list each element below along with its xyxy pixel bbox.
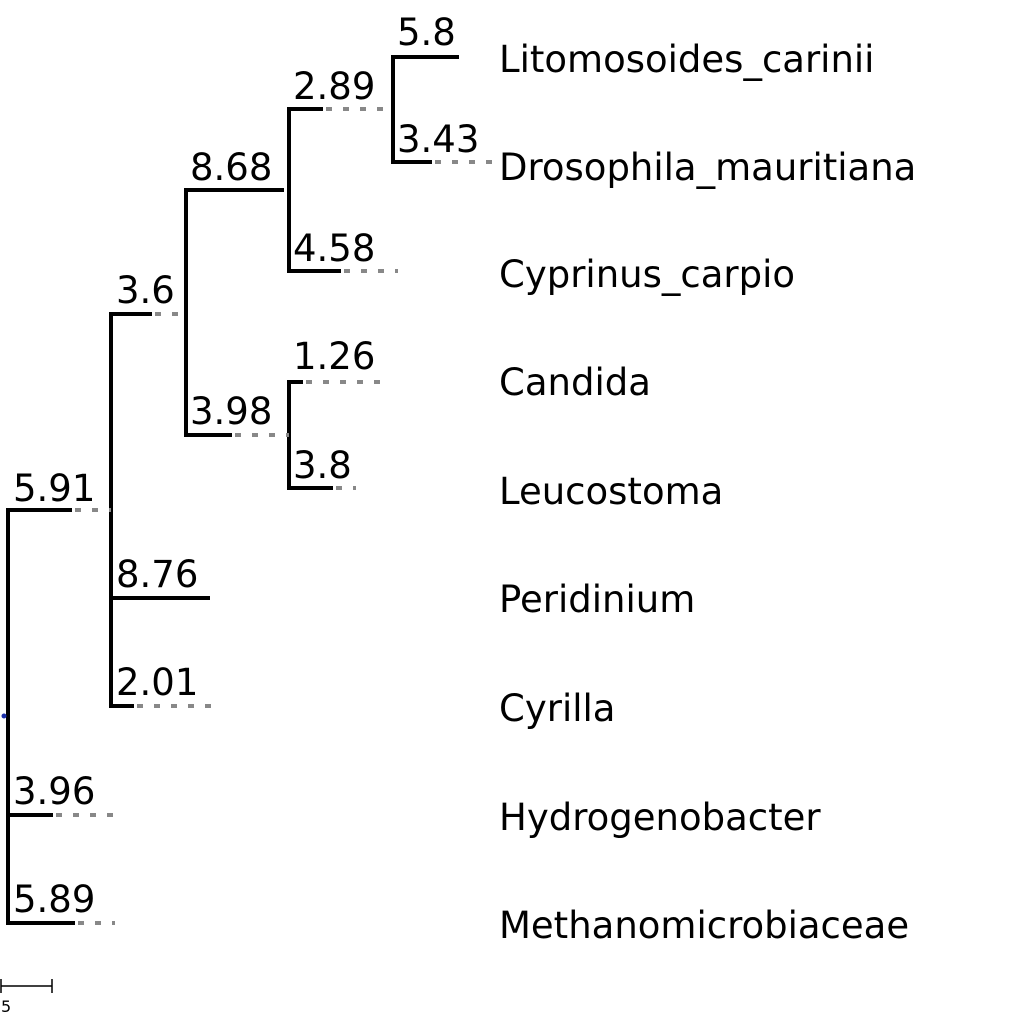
- length-label-litomosoides: 5.8: [397, 11, 456, 54]
- root-node-marker: [1, 713, 7, 719]
- length-label-hydrogenobacter: 3.96: [13, 770, 95, 813]
- leaf-label: Drosophila_mauritiana: [499, 146, 916, 189]
- length-label-clade-c: 8.68: [190, 146, 272, 189]
- length-label-leucostoma: 3.8: [293, 444, 352, 487]
- length-label-cyrilla: 2.01: [116, 661, 198, 704]
- scale-bar-label: 5: [1, 997, 11, 1016]
- leaf-label: Cyrilla: [499, 687, 615, 730]
- leaf-label: Leucostoma: [499, 470, 723, 513]
- length-label-drosophila: 3.43: [397, 118, 479, 161]
- length-label-clade-d: 2.89: [293, 65, 375, 108]
- length-label-clade-b: 3.6: [116, 269, 175, 312]
- leaf-label: Candida: [499, 361, 651, 404]
- leaf-label: Cyprinus_carpio: [499, 253, 795, 296]
- length-label-methanomicrobiaceae: 5.89: [13, 878, 95, 921]
- length-label-candida: 1.26: [293, 335, 375, 378]
- length-label-cyprinus: 4.58: [293, 227, 375, 270]
- leaf-label: Litomosoides_carinii: [499, 38, 874, 81]
- leaf-label: Peridinium: [499, 578, 695, 621]
- leaf-label: Methanomicrobiaceae: [499, 904, 909, 947]
- length-label-clade-a: 5.91: [13, 467, 95, 510]
- length-label-clade-e: 3.98: [190, 390, 272, 433]
- leaf-label: Hydrogenobacter: [499, 796, 821, 839]
- scale-bar: 5: [0, 979, 53, 1016]
- length-label-peridinium: 8.76: [116, 553, 198, 596]
